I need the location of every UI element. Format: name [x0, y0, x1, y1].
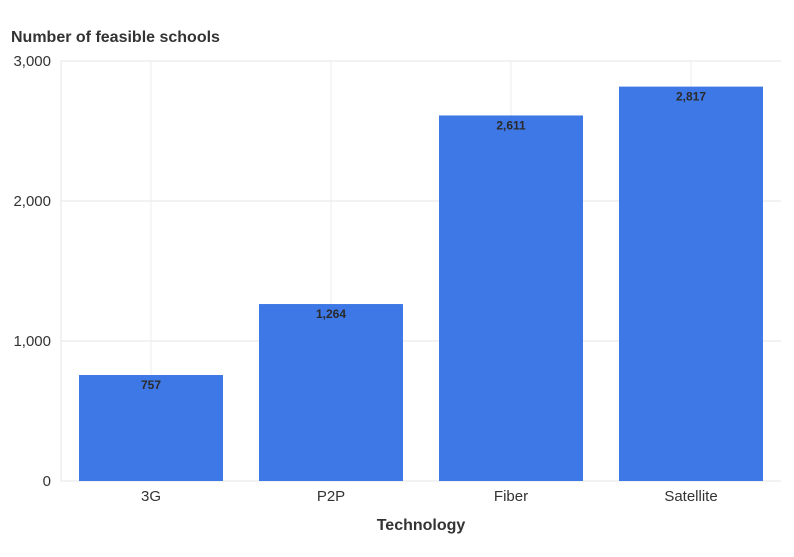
x-tick-label: P2P — [317, 488, 345, 505]
bar-satellite — [619, 86, 763, 482]
y-tick-label: 2,000 — [13, 193, 51, 210]
tick-labels: 0 1,000 2,000 3,000 3G P2P Fiber Satellite — [13, 53, 717, 505]
x-tick-label: Satellite — [664, 488, 717, 505]
bar-3g — [79, 375, 223, 481]
data-label: 757 — [141, 378, 161, 392]
data-label: 1,264 — [316, 307, 346, 321]
bars: 757 1,264 2,611 2,817 — [79, 86, 763, 482]
bar-p2p — [259, 304, 403, 481]
x-axis-title: Technology — [377, 517, 466, 534]
y-axis-title: Number of feasible schools — [11, 29, 220, 46]
data-label: 2,611 — [496, 118, 526, 132]
x-tick-label: Fiber — [494, 488, 528, 505]
data-label: 2,817 — [676, 90, 706, 104]
y-tick-label: 3,000 — [13, 53, 51, 70]
x-tick-label: 3G — [141, 488, 161, 505]
y-tick-label: 1,000 — [13, 333, 51, 350]
bar-fiber — [439, 115, 583, 482]
y-tick-label: 0 — [43, 473, 51, 490]
